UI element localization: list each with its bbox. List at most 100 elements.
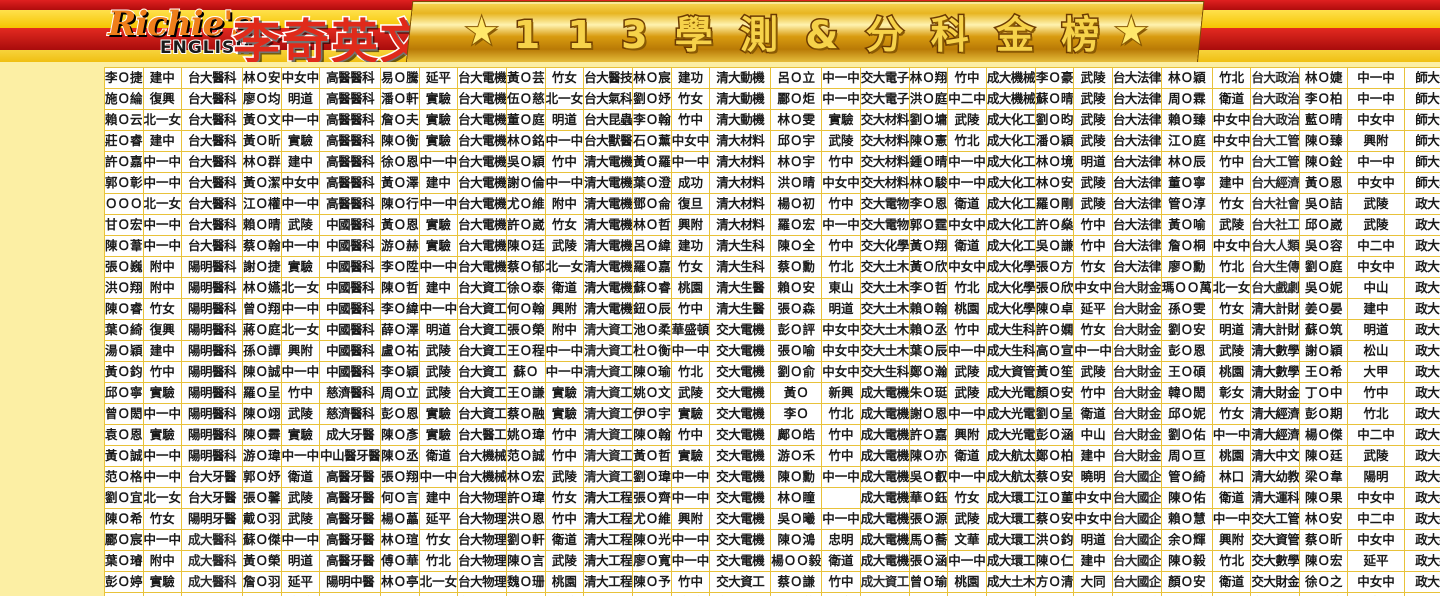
- student-name-cell: 葉Ｏ澄: [632, 172, 672, 194]
- student-school-cell: 明道: [1073, 151, 1113, 173]
- student-school-cell: 中一中: [142, 214, 183, 236]
- student-name-cell: 洪Ｏ晴: [770, 172, 823, 194]
- admitted-department-cell: 交大資工: [709, 592, 772, 596]
- student-name-cell: 周Ｏ立: [380, 382, 420, 404]
- admitted-department-cell: 交大電機: [709, 508, 772, 530]
- student-name-cell: 王Ｏ謙: [506, 382, 546, 404]
- student-name-cell: 羅Ｏ剛: [1034, 193, 1075, 215]
- table-row: 施Ｏ綸 復興 台大醫科 廖Ｏ均 明道 高醫醫科 潘Ｏ軒 實驗 台大電機 伍Ｏ慈 北一女 台大氣科 劉Ｏ妤…: [104, 88, 1440, 110]
- student-school-cell: 延平: [418, 508, 459, 530]
- student-school-cell: 中一中: [142, 151, 183, 173]
- table-row: 陳Ｏ葦 中一中 台大醫科 蔡Ｏ翰 中一中 中國醫科 游Ｏ赫 實驗 台大電機 陳Ｏ廷 武陵 清大電機 呂Ｏ…: [104, 235, 1440, 257]
- student-name-cell: 李Ｏ恩: [908, 193, 949, 215]
- student-name-cell: 林Ｏ翔: [908, 67, 949, 89]
- admitted-department-cell: 台大工管: [1250, 130, 1301, 152]
- admitted-department-cell: 台大生傳: [1250, 256, 1301, 278]
- student-school-cell: 武陵: [1347, 445, 1405, 467]
- student-school-cell: 中女中: [280, 67, 321, 89]
- student-name-cell: 陳Ｏ希: [104, 508, 144, 530]
- student-name-cell: 管Ｏ淳: [1160, 193, 1213, 215]
- student-school-cell: 實驗: [418, 88, 459, 110]
- admitted-department-cell: 清大材料: [709, 193, 772, 215]
- student-name-cell: 李Ｏ陞: [380, 256, 420, 278]
- admitted-department-cell: 高醫醫科: [319, 109, 382, 131]
- student-school-cell: 竹中: [1073, 382, 1113, 404]
- admitted-department-cell: 政大法律: [1403, 340, 1440, 362]
- student-name-cell: 顏Ｏ安: [1034, 382, 1075, 404]
- student-name-cell: 劉Ｏ佑: [1160, 424, 1213, 446]
- student-name-cell: 吳Ｏ妮: [1299, 277, 1349, 299]
- student-school-cell: 武陵: [1073, 130, 1113, 152]
- student-school-cell: 實驗: [142, 382, 183, 404]
- admitted-department-cell: 陽明醫科: [181, 403, 244, 425]
- student-school-cell: 北一女: [418, 571, 459, 593]
- student-school-cell: 中一中: [544, 172, 585, 194]
- admitted-department-cell: 成大電機: [859, 550, 910, 572]
- student-name-cell: 洪Ｏ庭: [908, 88, 949, 110]
- student-school-cell: 衛道: [947, 193, 987, 215]
- student-name-cell: 賴Ｏ翰: [908, 298, 949, 320]
- admitted-department-cell: 成大化工: [985, 130, 1036, 152]
- admitted-department-cell: 清大生醫: [709, 277, 772, 299]
- student-name-cell: 黃Ｏ潔: [242, 172, 282, 194]
- table-row: 范Ｏ格 中一中 台大牙醫 郭Ｏ妤 衛道 高醫牙醫 張Ｏ翔 中一中 台大機械 林Ｏ宏 武陵 清大資工 劉Ｏ…: [104, 466, 1440, 488]
- table-row: 袁Ｏ恩 實驗 陽明醫科 陳Ｏ霽 實驗 成大牙醫 陳Ｏ彥 實驗 台大醫工 姚Ｏ瑋 竹中 清大資工 陳Ｏ翰竹…: [104, 424, 1440, 446]
- admitted-department-cell: 交大化學: [859, 235, 910, 257]
- student-school-cell: 建中: [142, 67, 183, 89]
- student-name-cell: 黃Ｏ恩: [380, 214, 420, 236]
- student-school-cell: 明道: [280, 550, 321, 572]
- student-name-cell: 蘇Ｏ傑: [242, 529, 282, 551]
- student-school-cell: 實驗: [821, 109, 861, 131]
- student-school-cell: 中一中: [418, 298, 459, 320]
- admitted-department-cell: 政大法律: [1403, 298, 1440, 320]
- admitted-department-cell: 清大計財: [1250, 298, 1301, 320]
- admitted-department-cell: 成大化學: [985, 277, 1036, 299]
- admitted-department-cell: 清大動機: [709, 109, 772, 131]
- admitted-department-cell: 清大工程: [583, 508, 634, 530]
- admitted-department-cell: 台大法律: [1111, 67, 1162, 89]
- student-name-cell: 高Ｏ宣: [1034, 340, 1075, 362]
- student-name-cell: 陳Ｏ言: [506, 550, 546, 572]
- student-name-cell: 黃Ｏ鈞: [104, 361, 144, 383]
- student-school-cell: 中女中: [670, 130, 711, 152]
- student-school-cell: 中女中: [1347, 172, 1405, 194]
- admitted-department-cell: 台大醫科: [181, 172, 244, 194]
- student-name-cell: 游Ｏ禾: [770, 445, 823, 467]
- admitted-department-cell: 成大化工: [985, 193, 1036, 215]
- student-school-cell: 武陵: [670, 382, 711, 404]
- brand-logo[interactable]: Richie's ENGLISH 李奇英文: [107, 2, 428, 62]
- table-row: 楊Ｏ淇新興北醫醫科陳Ｏ實驗陽明中醫李Ｏ逸武陵台大材料羅Ｏ實驗清大工程歐Ｏ廷實驗交…: [104, 592, 1440, 596]
- student-school-cell: 實驗: [544, 382, 585, 404]
- admitted-department-cell: 中國醫科: [319, 298, 382, 320]
- student-name-cell: 尤Ｏ維: [506, 193, 546, 215]
- admitted-department-cell: 高醫牙醫: [319, 529, 382, 551]
- student-school-cell: 武陵: [418, 340, 459, 362]
- student-school-cell: 附中: [544, 193, 585, 215]
- table-row: 酈Ｏ宸 中一中 成大醫科 蘇Ｏ傑 中一中 高醫牙醫 林Ｏ瑄 竹女 台大物理 劉Ｏ軒 衛道 清大工程 陳Ｏ…: [104, 529, 1440, 551]
- student-name-cell: 賴Ｏ臻: [1160, 109, 1213, 131]
- admitted-department-cell: 台大財金: [1111, 445, 1162, 467]
- student-name-cell: 劉Ｏ瑋: [632, 466, 672, 488]
- student-name-cell: 王Ｏ碩: [1160, 361, 1213, 383]
- admitted-department-cell: 台大政治: [1250, 88, 1301, 110]
- student-school-cell: 附中: [1211, 592, 1252, 596]
- admitted-department-cell: 陽明醫科: [181, 382, 244, 404]
- admitted-department-cell: 清大中文: [1250, 445, 1301, 467]
- admitted-department-cell: 台大國企: [1111, 550, 1162, 572]
- student-school-cell: 武陵: [544, 466, 585, 488]
- student-school-cell: 建功: [670, 67, 711, 89]
- admitted-department-cell: 台大法律: [1111, 130, 1162, 152]
- student-school-cell: 興附: [947, 424, 987, 446]
- admitted-department-cell: 清大資工: [583, 319, 634, 341]
- student-school-cell: 竹女: [1073, 319, 1113, 341]
- admitted-department-cell: 政大法律: [1403, 214, 1440, 236]
- student-name-cell: 姚Ｏ文: [632, 382, 672, 404]
- student-school-cell: 北一女: [544, 256, 585, 278]
- student-school-cell: 竹女: [670, 256, 711, 278]
- admitted-department-cell: 成大環工: [985, 550, 1036, 572]
- admitted-department-cell: 政大統計: [1403, 487, 1440, 509]
- student-name-cell: 羅Ｏ: [506, 592, 546, 596]
- student-school-cell: 衛道: [947, 445, 987, 467]
- admitted-department-cell: 台大醫科: [181, 193, 244, 215]
- admitted-department-cell: 交大百川: [1250, 592, 1301, 596]
